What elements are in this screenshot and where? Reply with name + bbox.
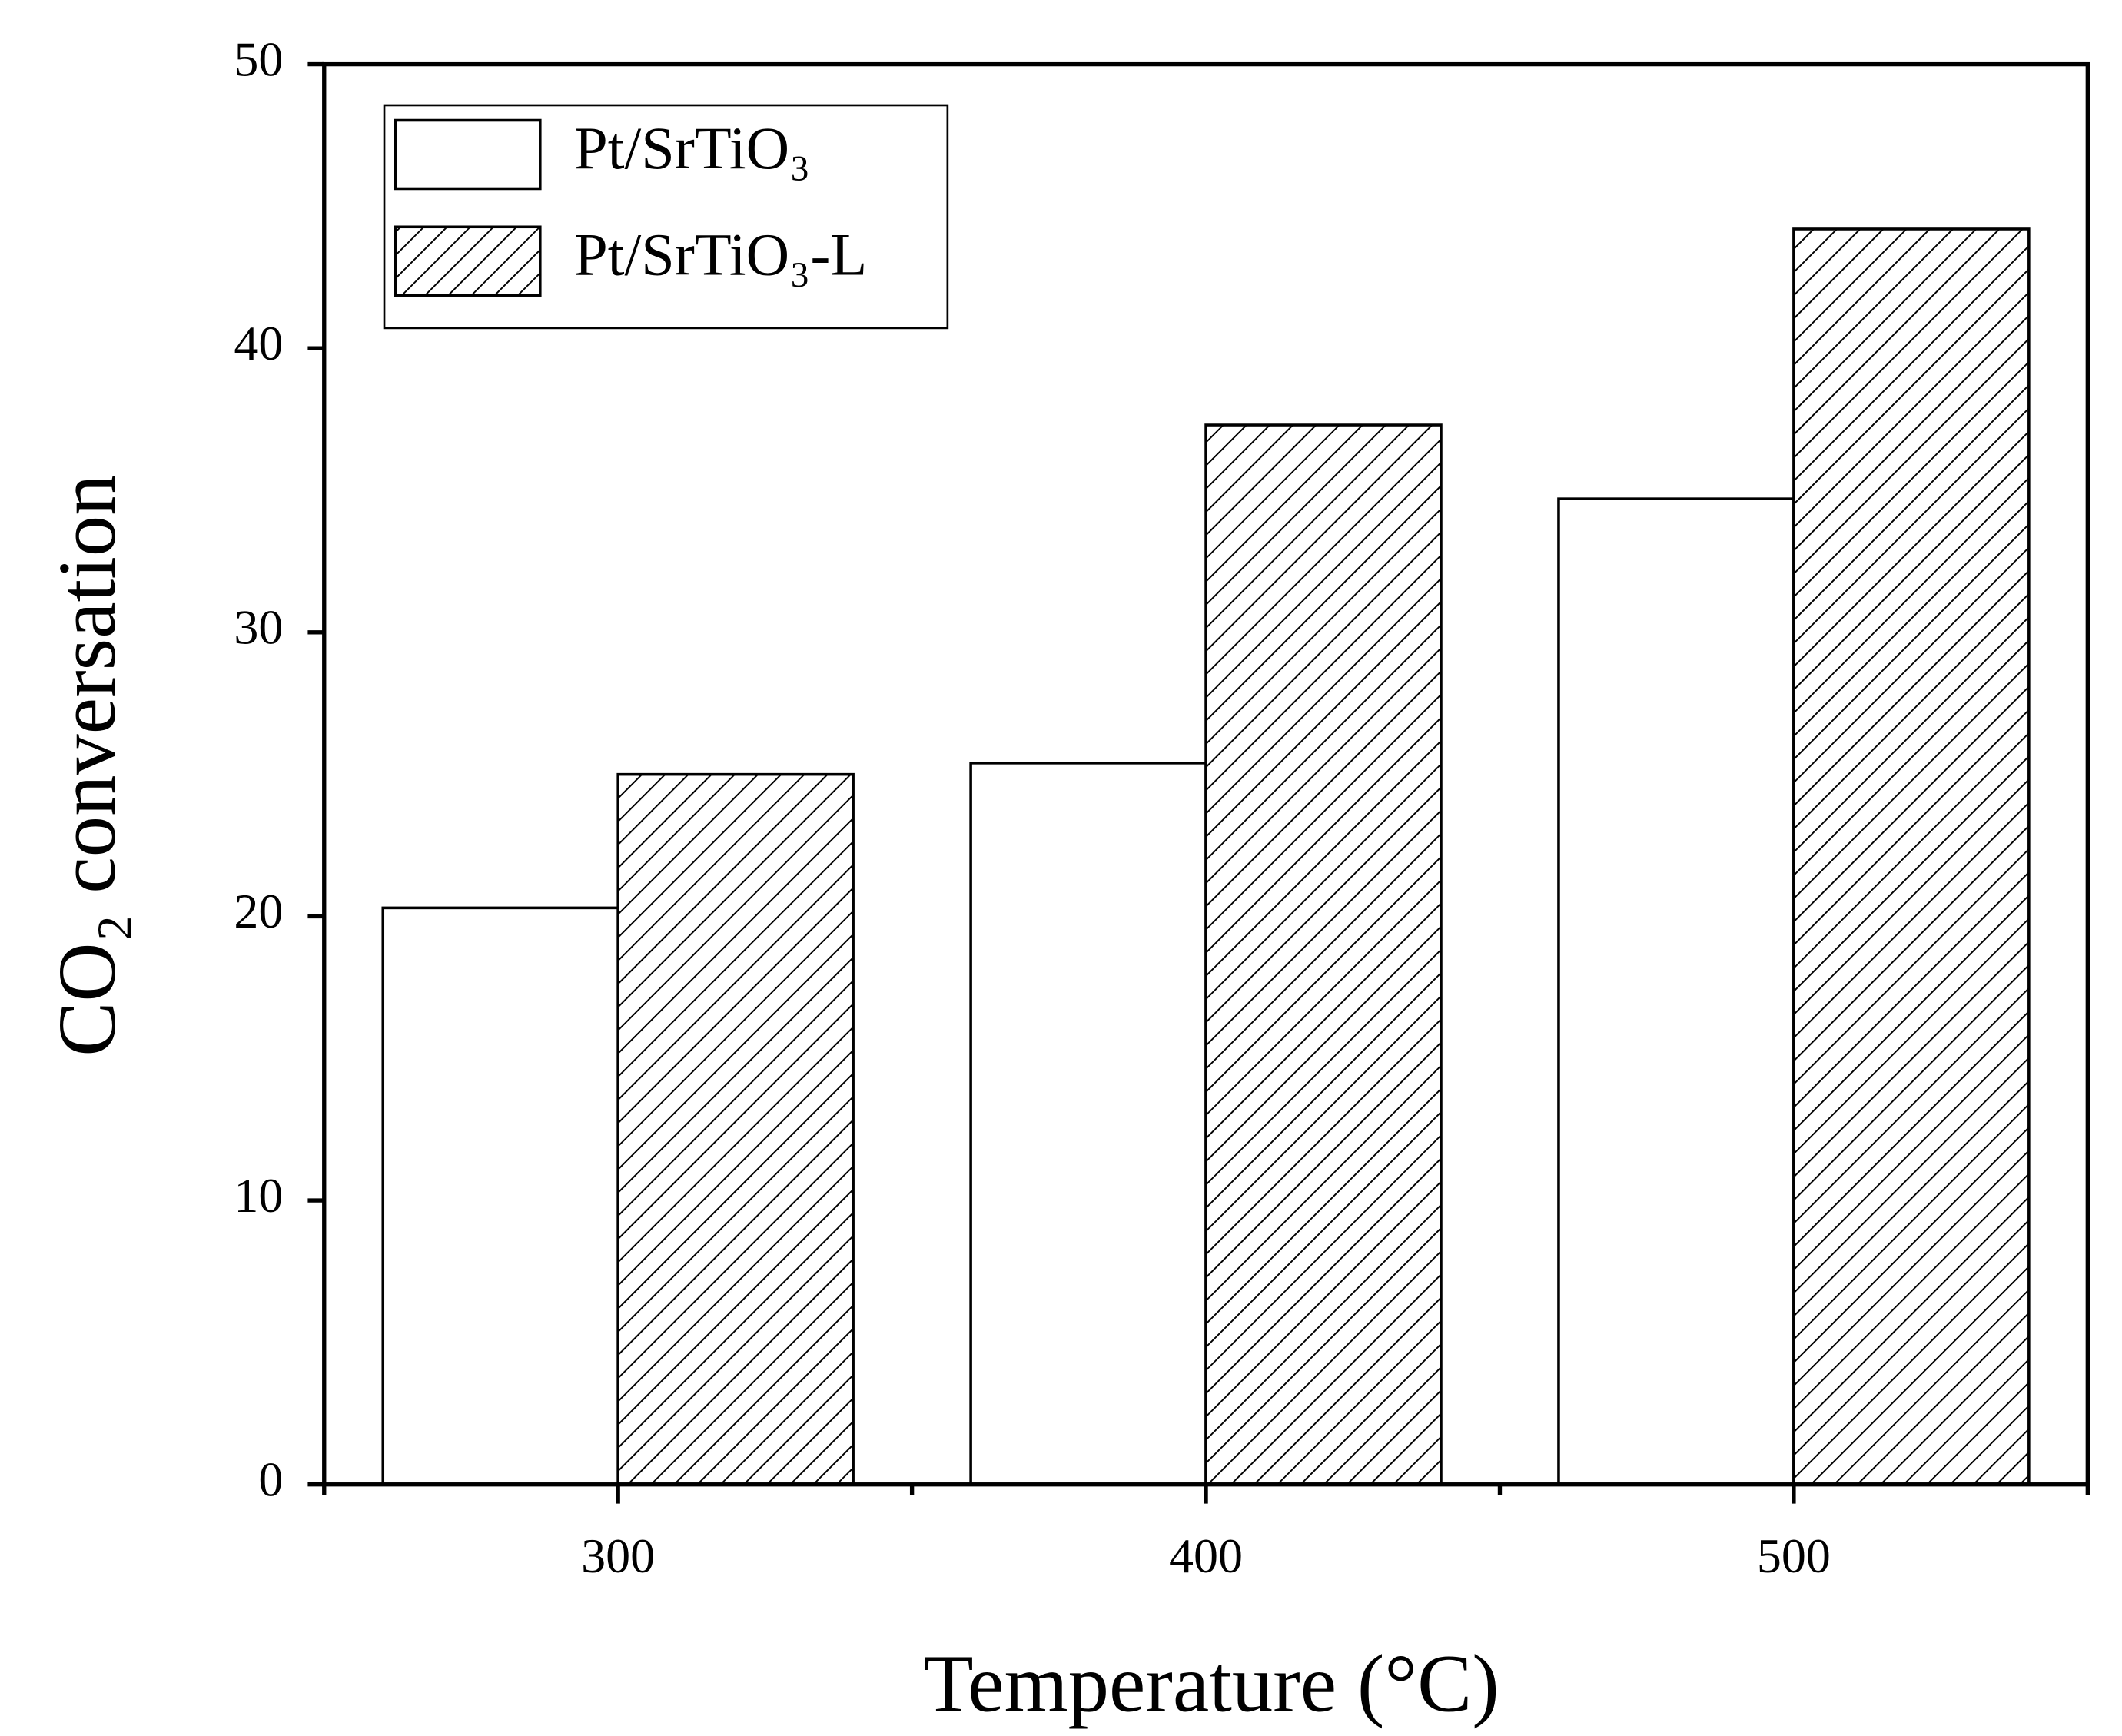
y-tick-label: 20: [234, 884, 283, 938]
x-tick-label: 500: [1757, 1529, 1831, 1583]
x-tick-label: 400: [1169, 1529, 1243, 1583]
legend-swatch: [394, 225, 542, 297]
y-tick-label: 40: [234, 316, 283, 370]
x-tick-label: 300: [581, 1529, 655, 1583]
bar: [1204, 423, 1443, 1486]
y-tick-label: 50: [234, 32, 283, 86]
y-tick-label: 10: [234, 1168, 283, 1223]
bar: [1557, 497, 1795, 1486]
y-tick-label: 30: [234, 600, 283, 655]
y-tick-label: 0: [258, 1452, 283, 1506]
bar: [616, 772, 855, 1486]
legend-label: Pt/SrTiO₃: [574, 115, 810, 181]
bar: [1792, 227, 2031, 1486]
x-axis-title: Temperature (°C): [924, 1639, 1499, 1730]
y-axis-title: CO₂ conversation: [42, 474, 133, 1056]
legend-label: Pt/SrTiO₃-L: [574, 221, 867, 288]
bar: [381, 906, 619, 1486]
plot-frame: [322, 61, 2090, 1487]
bar: [969, 762, 1207, 1486]
legend-swatch: [394, 118, 542, 191]
